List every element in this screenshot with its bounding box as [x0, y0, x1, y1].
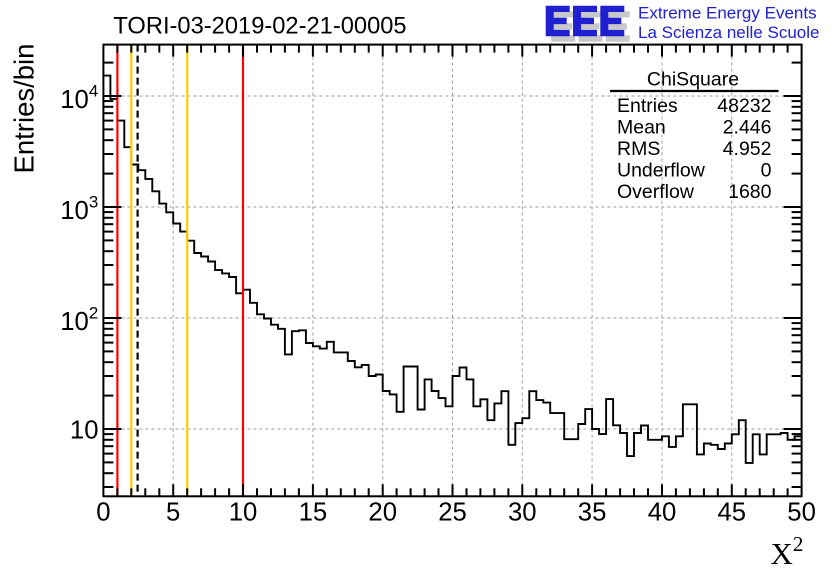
svg-text:35: 35: [578, 498, 607, 526]
svg-text:45: 45: [718, 498, 747, 526]
svg-text:RMS: RMS: [617, 138, 660, 160]
svg-text:5: 5: [166, 498, 180, 526]
svg-text:10: 10: [70, 416, 99, 444]
svg-text:20: 20: [368, 498, 397, 526]
svg-text:TORI-03-2019-02-21-00005: TORI-03-2019-02-21-00005: [113, 14, 406, 40]
svg-text:48232: 48232: [717, 95, 771, 117]
svg-text:4.952: 4.952: [723, 138, 772, 160]
svg-text:25: 25: [438, 498, 467, 526]
svg-text:La Scienza nelle Scuole: La Scienza nelle Scuole: [638, 23, 819, 42]
svg-text:Overflow: Overflow: [617, 181, 695, 203]
svg-text:Mean: Mean: [617, 117, 666, 139]
svg-text:1680: 1680: [728, 181, 772, 203]
svg-text:40: 40: [648, 498, 677, 526]
svg-text:Underflow: Underflow: [617, 160, 706, 182]
svg-text:30: 30: [508, 498, 537, 526]
svg-text:0: 0: [96, 498, 110, 526]
svg-text:2.446: 2.446: [723, 117, 772, 139]
svg-text:50: 50: [787, 498, 816, 526]
svg-text:ChiSquare: ChiSquare: [647, 68, 739, 90]
svg-text:Extreme Energy Events: Extreme Energy Events: [638, 3, 817, 22]
svg-text:Entries/bin: Entries/bin: [9, 44, 40, 174]
svg-text:15: 15: [299, 498, 328, 526]
svg-text:0: 0: [761, 160, 772, 182]
svg-text:10: 10: [229, 498, 258, 526]
svg-text:Entries: Entries: [617, 95, 678, 117]
